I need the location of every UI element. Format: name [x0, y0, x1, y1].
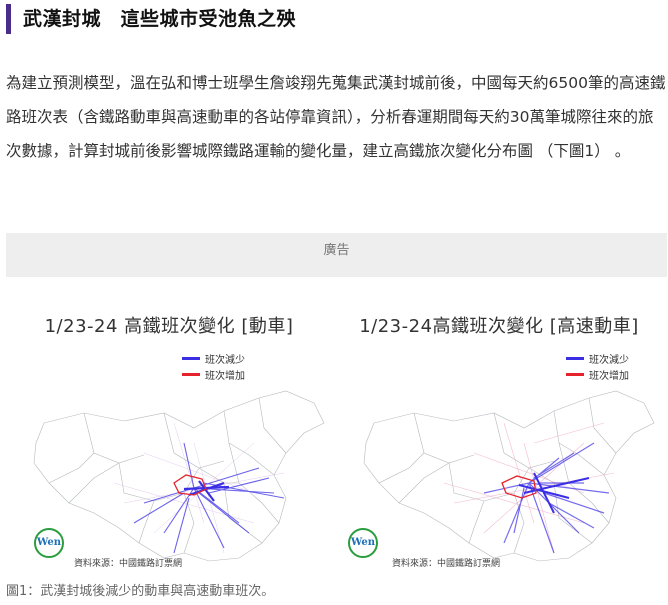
- logo-badge: Wen: [348, 528, 378, 558]
- rail-increase-lines: [173, 474, 207, 496]
- legend-decrease-label: 班次減少: [205, 354, 245, 366]
- figure-caption: 圖1：武漢封城後減少的動車與高速動車班次。: [6, 584, 275, 599]
- legend-increase-label: 班次增加: [205, 370, 245, 382]
- map-panel-emu: 1/23-24 高鐵班次變化 [動車] 班次減少 班次增加: [4, 288, 334, 580]
- increase-swatch: [566, 372, 584, 376]
- legend-decrease: 班次減少: [182, 350, 245, 366]
- legend-increase: 班次增加: [566, 366, 629, 382]
- legend-decrease: 班次減少: [566, 350, 629, 366]
- province-outlines: [363, 390, 655, 562]
- legend-increase-label: 班次增加: [589, 370, 629, 382]
- map-legend: 班次減少 班次增加: [566, 350, 629, 382]
- ad-label: 廣告: [323, 243, 350, 258]
- ad-placeholder: 廣告: [6, 233, 667, 277]
- decrease-swatch: [182, 356, 200, 360]
- increase-swatch: [182, 372, 200, 376]
- rail-decrease-lines: [483, 442, 610, 554]
- china-rail-map: [33, 390, 325, 562]
- rail-decrease-lines: [133, 442, 285, 554]
- rail-decrease-trunk: [518, 472, 590, 514]
- article-paragraph: 為建立預測模型，溫在弘和博士班學生詹竣翔先蒐集武漢封城前後，中國每天約6500筆…: [6, 74, 666, 160]
- legend-increase: 班次增加: [182, 366, 245, 382]
- panel-title: 1/23-24高鐵班次變化 [高速動車]: [359, 316, 639, 337]
- map-legend: 班次減少 班次增加: [182, 350, 245, 382]
- article-heading: 武漢封城 這些城市受池魚之殃: [6, 4, 664, 34]
- figure-rail-changes[interactable]: 1/23-24 高鐵班次變化 [動車] 班次減少 班次增加: [0, 288, 668, 580]
- map-panel-hsr: 1/23-24高鐵班次變化 [高速動車] 班次減少 班次增加: [334, 288, 664, 580]
- decrease-swatch: [566, 356, 584, 360]
- logo-badge: Wen: [34, 528, 64, 558]
- data-source: 資料來源：中國鐵路訂票網: [74, 559, 183, 569]
- china-rail-map: [363, 390, 655, 562]
- rail-increase-lines: [501, 475, 537, 499]
- data-source: 資料來源：中國鐵路訂票網: [392, 559, 501, 569]
- panel-title: 1/23-24 高鐵班次變化 [動車]: [44, 316, 294, 337]
- legend-decrease-label: 班次減少: [589, 354, 629, 366]
